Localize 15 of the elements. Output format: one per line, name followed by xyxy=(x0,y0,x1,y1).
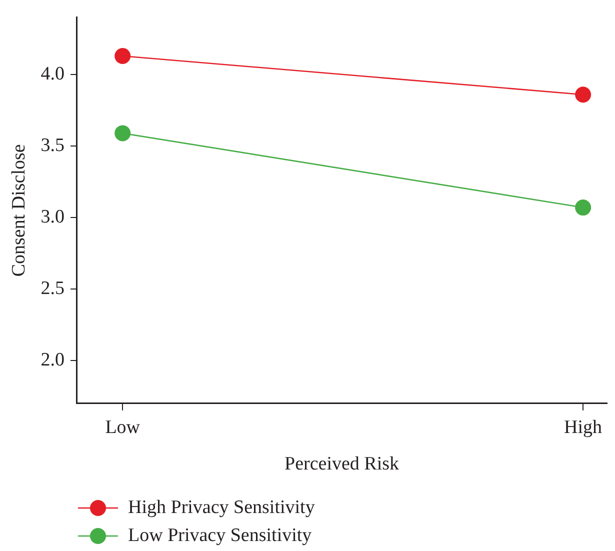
y-tick-label: 4.0 xyxy=(40,64,65,85)
x-tick-label: Low xyxy=(105,416,140,438)
y-axis-title: Consent Disclose xyxy=(8,144,30,277)
y-tick-label: 2.5 xyxy=(40,278,65,300)
point xyxy=(114,48,131,64)
y-tick-label: 2.0 xyxy=(40,349,65,370)
x-tick-label: High xyxy=(564,416,603,438)
legend-label: Low Privacy Sensitivity xyxy=(128,525,312,547)
point xyxy=(575,200,592,216)
y-tick-label: 3.5 xyxy=(40,135,65,156)
y-tick-label: 3.0 xyxy=(40,206,65,228)
point xyxy=(575,86,592,103)
legend-label: High Privacy Sensitivity xyxy=(128,497,315,519)
point xyxy=(114,125,131,142)
x-axis-title: Perceived Risk xyxy=(284,454,400,475)
